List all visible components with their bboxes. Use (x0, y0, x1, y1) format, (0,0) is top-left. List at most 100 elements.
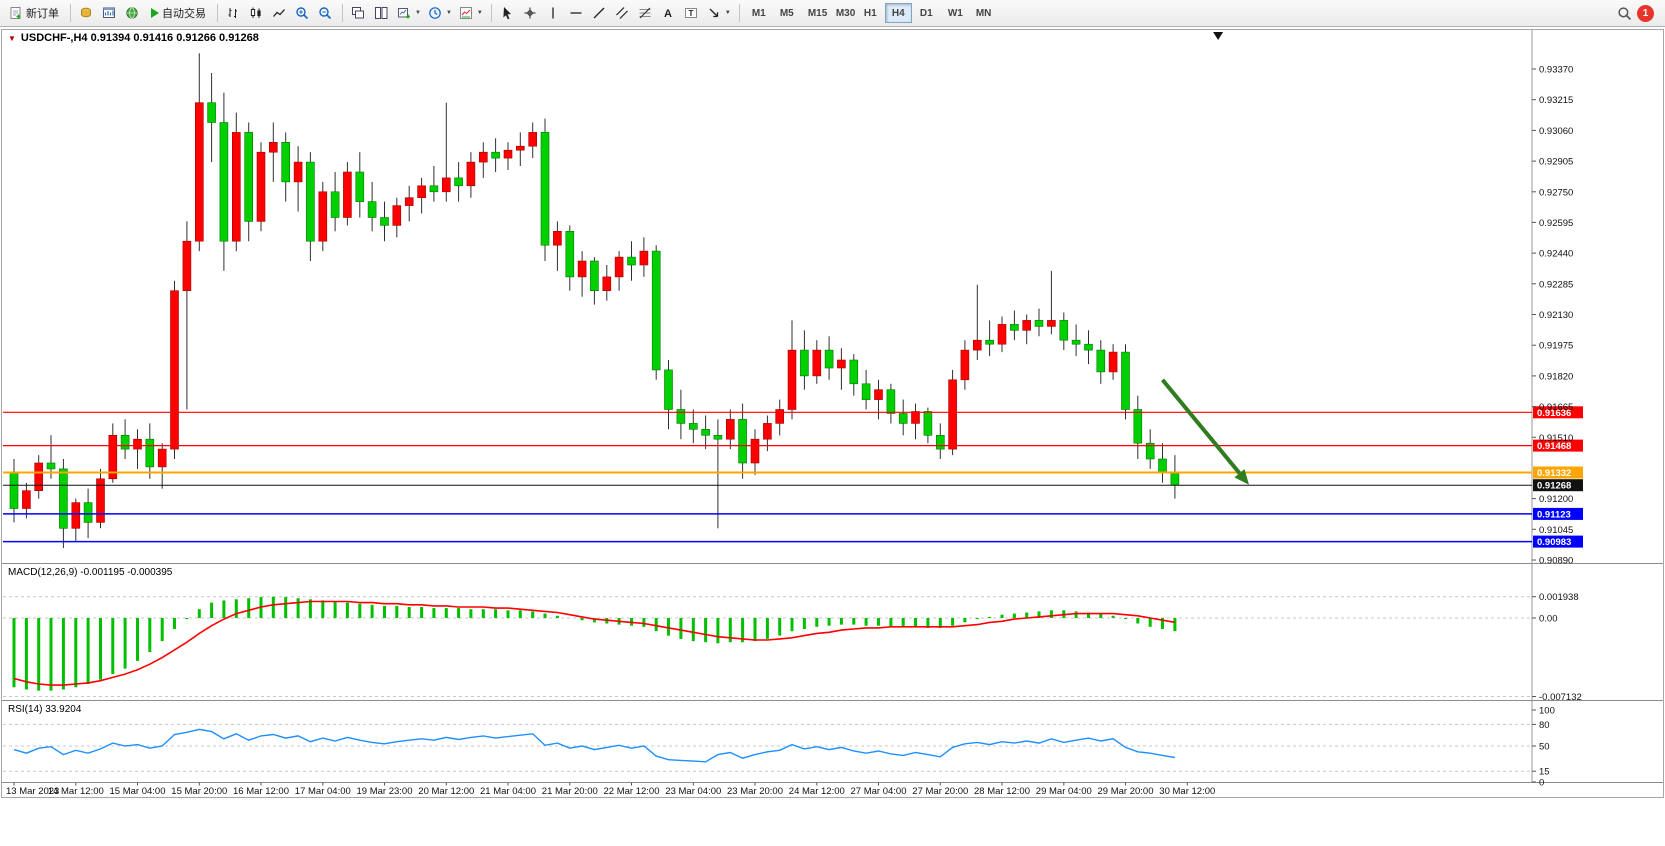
panel-separators[interactable] (2, 563, 1663, 783)
svg-text:27 Mar 20:00: 27 Mar 20:00 (912, 786, 968, 797)
arrows-tool-button[interactable]: ▼ (704, 2, 734, 24)
period-clock-button[interactable]: ▼ (425, 2, 455, 24)
price-axis[interactable]: 0.93370 0.93215 0.93060 0.92905 0.92750 0.925… (1532, 65, 1573, 567)
auto-trading-label: 自动交易 (162, 8, 206, 20)
svg-text:27 Mar 04:00: 27 Mar 04:00 (851, 786, 907, 797)
bar-chart-button[interactable] (223, 2, 245, 24)
rsi-label: RSI(14) 33.9204 (8, 704, 82, 715)
hline-0.91636[interactable]: 0.91636 (3, 406, 1583, 419)
cascade-windows-button[interactable] (348, 2, 370, 24)
svg-text:0.92285: 0.92285 (1539, 279, 1573, 290)
horizontal-line-tool-button[interactable] (566, 2, 588, 24)
coins-button[interactable] (76, 2, 98, 24)
timeframe-button-m1[interactable]: M1 (745, 3, 772, 23)
hline-0.91332[interactable]: 0.91332 (3, 466, 1583, 480)
indicators-icon (459, 7, 472, 19)
svg-text:14 Mar 12:00: 14 Mar 12:00 (48, 786, 104, 797)
search-icon (1618, 6, 1631, 20)
svg-text:0.90890: 0.90890 (1539, 556, 1573, 567)
indicators-button[interactable]: ▼ (456, 2, 486, 24)
svg-text:0.91975: 0.91975 (1539, 341, 1573, 352)
hline-0.91468[interactable]: 0.91468 (3, 439, 1583, 453)
vertical-line-icon (552, 7, 554, 19)
chevron-down-icon: ▼ (445, 10, 452, 16)
timeframe-button-m5[interactable]: M5 (773, 3, 800, 23)
symbol-dropdown-icon: ▼ (8, 33, 16, 43)
toolbar-divider (217, 4, 218, 22)
timeframe-button-m15[interactable]: M15 (801, 3, 828, 23)
top-marker-icon[interactable] (1213, 32, 1224, 40)
candlestick-chart-button[interactable] (246, 2, 268, 24)
channel-icon (615, 7, 628, 19)
svg-text:0.92130: 0.92130 (1539, 310, 1573, 321)
new-chart-button[interactable]: ▼ (394, 2, 424, 24)
candlestick-chart-icon (250, 7, 261, 18)
timeframe-button-m30[interactable]: M30 (829, 3, 856, 23)
candles (9, 53, 1180, 549)
label-tool-button[interactable]: T (681, 2, 703, 24)
toolbar-divider (70, 4, 71, 22)
channel-tool-button[interactable] (612, 2, 634, 24)
new-order-button[interactable]: 新订单 (3, 2, 65, 24)
trendline-icon (593, 7, 605, 19)
label-icon: T (684, 8, 697, 18)
hline-0.91268[interactable]: 0.91268 (3, 479, 1583, 492)
svg-text:0.00: 0.00 (1539, 614, 1558, 625)
chevron-down-icon: ▼ (724, 10, 731, 16)
svg-text:0: 0 (1539, 778, 1544, 789)
svg-text:16 Mar 12:00: 16 Mar 12:00 (233, 786, 289, 797)
svg-text:0.001938: 0.001938 (1539, 592, 1579, 603)
svg-text:0.91636: 0.91636 (1537, 408, 1571, 419)
cursor-button[interactable] (497, 2, 519, 24)
trendline-tool-button[interactable] (589, 2, 611, 24)
toolbar-divider (342, 4, 343, 22)
globe-button[interactable] (122, 2, 144, 24)
auto-trading-button[interactable]: 自动交易 (145, 2, 212, 24)
timeframe-button-d1[interactable]: D1 (913, 3, 940, 23)
svg-text:A: A (664, 8, 672, 20)
zoom-out-button[interactable] (315, 2, 337, 24)
horizontal-line-icon (570, 12, 582, 14)
chart-title: ▼ USDCHF-,H4 0.91394 0.91416 0.91266 0.9… (8, 32, 259, 44)
chart-canvas[interactable]: 0.91636 0.91468 0.91332 0.91268 0.91123 0.909… (0, 27, 1665, 846)
text-tool-button[interactable]: A (658, 2, 680, 24)
line-chart-button[interactable] (269, 2, 291, 24)
notification-badge[interactable]: 1 (1637, 4, 1654, 22)
timeframe-button-h1[interactable]: H1 (857, 3, 884, 23)
timeframe-toolbar: M1 M5 M15 M30 H1 H4 D1 W1 MN (745, 3, 996, 23)
svg-text:21 Mar 20:00: 21 Mar 20:00 (542, 786, 598, 797)
toolbar-divider (738, 4, 740, 22)
new-order-icon (10, 7, 21, 19)
tile-windows-button[interactable] (371, 2, 393, 24)
cascade-windows-icon (352, 7, 364, 19)
tile-windows-icon (375, 7, 388, 19)
timeframe-button-w1[interactable]: W1 (941, 3, 968, 23)
charts-window-button[interactable] (99, 2, 121, 24)
zoom-in-button[interactable] (292, 2, 314, 24)
svg-text:21 Mar 04:00: 21 Mar 04:00 (480, 786, 536, 797)
svg-text:0.91468: 0.91468 (1537, 441, 1571, 452)
text-icon: A (664, 8, 672, 20)
svg-text:22 Mar 12:00: 22 Mar 12:00 (604, 786, 660, 797)
svg-text:17 Mar 04:00: 17 Mar 04:00 (295, 786, 351, 797)
svg-text:24 Mar 12:00: 24 Mar 12:00 (789, 786, 845, 797)
fibonacci-tool-button[interactable] (635, 2, 657, 24)
crosshair-button[interactable] (520, 2, 542, 24)
chevron-down-icon: ▼ (476, 10, 483, 16)
svg-text:0.91332: 0.91332 (1537, 468, 1571, 479)
svg-text:0.93215: 0.93215 (1539, 95, 1573, 106)
hline-0.90983[interactable]: 0.90983 (3, 535, 1583, 549)
new-chart-icon (398, 8, 410, 19)
trend-arrow[interactable] (1160, 378, 1250, 485)
vertical-line-tool-button[interactable] (543, 2, 565, 24)
timeframe-button-mn[interactable]: MN (969, 3, 996, 23)
crosshair-icon (524, 7, 536, 19)
clock-icon (429, 7, 441, 19)
chevron-down-icon: ▼ (415, 10, 421, 16)
svg-text:0.93060: 0.93060 (1539, 126, 1573, 137)
hline-0.91123[interactable]: 0.91123 (3, 507, 1583, 521)
search-button[interactable] (1614, 2, 1636, 24)
timeframe-button-h4[interactable]: H4 (884, 3, 912, 23)
svg-text:15 Mar 20:00: 15 Mar 20:00 (171, 786, 227, 797)
